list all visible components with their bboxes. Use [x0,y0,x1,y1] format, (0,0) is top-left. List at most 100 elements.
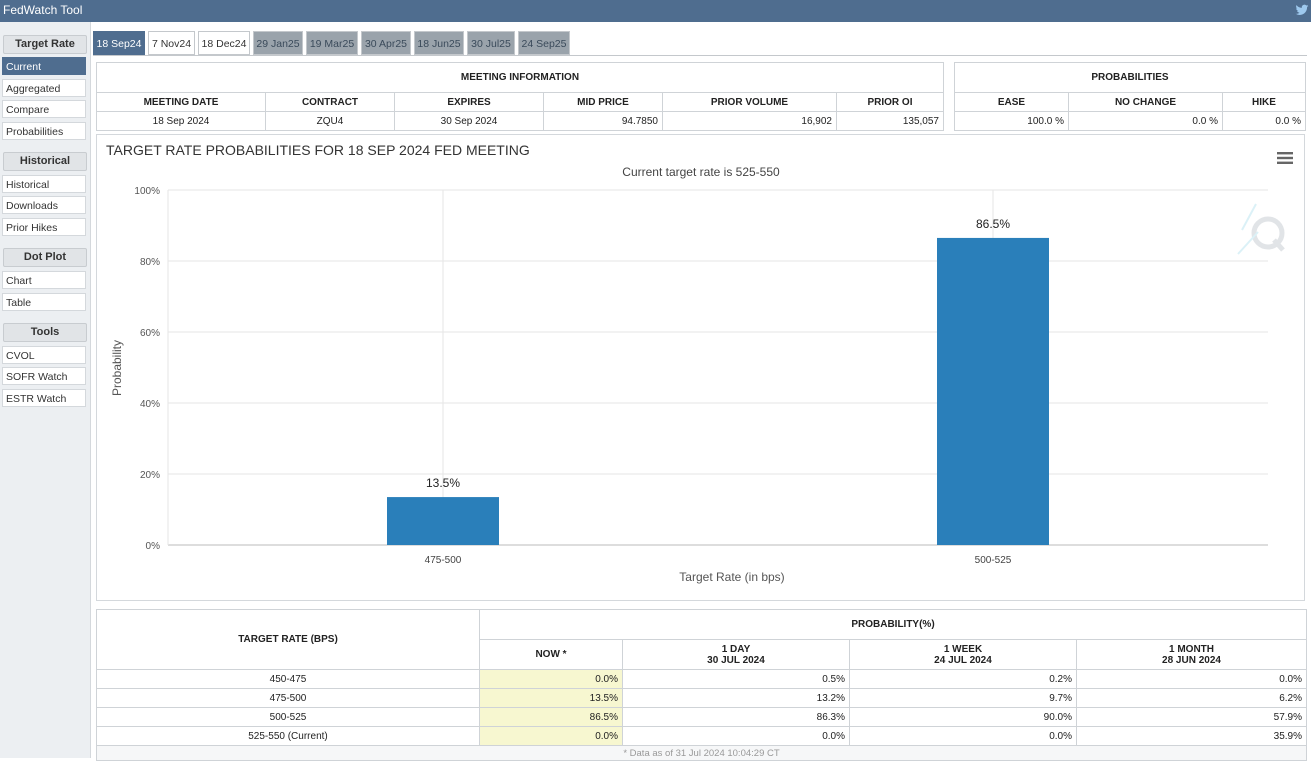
sidebar-group-dot-plot[interactable]: Dot Plot [3,248,87,267]
sidebar-group-tools[interactable]: Tools [3,323,87,342]
rate-cell: 525-550 (Current) [96,726,480,746]
sidebar-item-estr-watch[interactable]: ESTR Watch [2,389,86,407]
target-rate-header: TARGET RATE (BPS) [96,609,480,670]
rate-cell: 500-525 [96,707,480,727]
week-cell: 0.2% [849,669,1077,689]
y-tick-label: 60% [140,328,160,339]
y-tick-label: 100% [134,186,160,197]
probabilities-title: PROBABILITIES [954,62,1306,93]
day-cell: 13.2% [622,688,850,708]
sidebar-item-probabilities[interactable]: Probabilities [2,122,86,140]
now-cell: 13.5% [479,688,623,708]
month-cell: 57.9% [1076,707,1307,727]
sidebar-item-table[interactable]: Table [2,293,86,311]
month-cell: 0.0% [1076,669,1307,689]
sidebar-item-sofr-watch[interactable]: SOFR Watch [2,367,86,385]
sidebar-group-target-rate[interactable]: Target Rate [3,35,87,54]
chart-gridlines [167,189,1268,546]
probability-group-header: PROBABILITY(%) [479,609,1307,640]
probability-history-table: TARGET RATE (BPS) PROBABILITY(%) NOW * 1… [96,609,1307,761]
day-cell: 86.3% [622,707,850,727]
y-tick-label: 40% [140,399,160,410]
tab-30-apr25[interactable]: 30 Apr25 [361,31,411,55]
hike-value: 0.0 % [1222,111,1306,131]
week-cell: 9.7% [849,688,1077,708]
col-1-week-header: 1 WEEK 24 JUL 2024 [849,639,1077,670]
sidebar-item-aggregated[interactable]: Aggregated [2,79,86,97]
table-row: 475-500 13.5% 13.2% 9.7% 6.2% [96,688,1307,708]
prior-oi-header: PRIOR OI [836,92,944,112]
x-tick-label: 475-500 [425,555,462,566]
meeting-date-header: MEETING DATE [96,92,266,112]
sidebar-item-downloads[interactable]: Downloads [2,196,86,214]
meeting-info-title: MEETING INFORMATION [96,62,944,93]
prior-volume-header: PRIOR VOLUME [662,92,837,112]
week-cell: 0.0% [849,726,1077,746]
sidebar-item-chart[interactable]: Chart [2,271,86,289]
hike-header: HIKE [1222,92,1306,112]
col-now-header: NOW * [479,639,623,670]
x-axis-label: Target Rate (in bps) [679,570,784,584]
y-tick-label: 20% [140,470,160,481]
expires-header: EXPIRES [394,92,544,112]
bar [937,237,1049,546]
bar [387,497,499,545]
meeting-info-table: MEETING INFORMATION MEETING DATE CONTRAC… [96,62,944,131]
col-1-day-header: 1 DAY 30 JUL 2024 [622,639,850,670]
app-title: FedWatch Tool [3,3,83,17]
day-cell: 0.0% [622,726,850,746]
probability-chart: TARGET RATE PROBABILITIES FOR 18 SEP 202… [106,142,1285,584]
sidebar-item-historical[interactable]: Historical [2,175,86,193]
tab-29-jan25[interactable]: 29 Jan25 [253,31,303,55]
cme-q-logo [1237,203,1285,255]
sidebar-item-compare[interactable]: Compare [2,100,86,118]
now-cell: 0.0% [479,726,623,746]
prior-volume-value: 16,902 [662,111,837,131]
no-change-value: 0.0 % [1068,111,1223,131]
mid-price-value: 94.7850 [543,111,663,131]
mid-price-header: MID PRICE [543,92,663,112]
ease-value: 100.0 % [954,111,1069,131]
tab-24-sep25[interactable]: 24 Sep25 [518,31,570,55]
sidebar-item-current[interactable]: Current [2,57,86,75]
probabilities-table: PROBABILITIES EASE NO CHANGE HIKE 100.0 … [954,62,1306,131]
y-axis-ticks: 0% 20% 40% 60% 80% 100% [134,186,160,552]
ease-header: EASE [954,92,1069,112]
twitter-icon[interactable] [1295,2,1309,18]
rate-cell: 475-500 [96,688,480,708]
chart-panel [96,134,1305,601]
no-change-header: NO CHANGE [1068,92,1223,112]
sidebar-item-cvol[interactable]: CVOL [2,346,86,364]
contract-value: ZQU4 [265,111,395,131]
tab-18-dec24[interactable]: 18 Dec24 [198,31,250,55]
now-cell: 86.5% [479,707,623,727]
prior-oi-value: 135,057 [836,111,944,131]
table-row: 450-475 0.0% 0.5% 0.2% 0.0% [96,669,1307,689]
y-tick-label: 0% [146,541,161,552]
chart-subtitle: Current target rate is 525-550 [622,165,780,179]
chart-bars: 13.5% 86.5% [387,217,1049,546]
tab-19-mar25[interactable]: 19 Mar25 [306,31,358,55]
week-cell: 90.0% [849,707,1077,727]
month-cell: 6.2% [1076,688,1307,708]
y-tick-label: 80% [140,257,160,268]
sidebar-item-prior-hikes[interactable]: Prior Hikes [2,218,86,236]
now-cell: 0.0% [479,669,623,689]
x-axis-ticks: 475-500 500-525 [425,555,1012,566]
tab-7-nov24[interactable]: 7 Nov24 [148,31,195,55]
hamburger-menu-icon[interactable] [1277,151,1293,165]
tab-30-jul25[interactable]: 30 Jul25 [467,31,515,55]
table-row: 525-550 (Current) 0.0% 0.0% 0.0% 35.9% [96,726,1307,746]
title-bar: FedWatch Tool [0,0,1311,22]
contract-header: CONTRACT [265,92,395,112]
day-cell: 0.5% [622,669,850,689]
table-row: 500-525 86.5% 86.3% 90.0% 57.9% [96,707,1307,727]
tab-18-sep24[interactable]: 18 Sep24 [93,31,145,55]
month-cell: 35.9% [1076,726,1307,746]
bar-data-label: 13.5% [426,476,460,490]
tab-divider [93,55,1307,56]
x-tick-label: 500-525 [975,555,1012,566]
data-footnote: * Data as of 31 Jul 2024 10:04:29 CT [96,745,1307,761]
tab-18-jun25[interactable]: 18 Jun25 [414,31,464,55]
sidebar-group-historical[interactable]: Historical [3,152,87,171]
